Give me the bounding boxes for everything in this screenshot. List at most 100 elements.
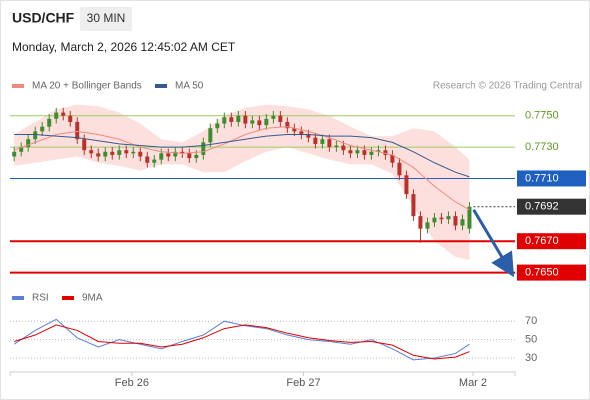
candle-body bbox=[19, 147, 24, 152]
candle-body bbox=[278, 115, 283, 122]
legend-label: MA 50 bbox=[175, 81, 204, 92]
candle-body bbox=[397, 162, 402, 176]
level-label: 0.7650 bbox=[525, 266, 559, 278]
candle-body bbox=[222, 117, 227, 124]
level-label-box bbox=[517, 198, 586, 215]
x-tick-label: Feb 27 bbox=[286, 377, 320, 389]
candle-body bbox=[117, 150, 122, 155]
level-label: 0.7730 bbox=[525, 141, 559, 153]
legend-swatch bbox=[155, 84, 167, 88]
level-label: 0.7692 bbox=[525, 201, 559, 213]
candle-body bbox=[299, 131, 304, 135]
candle-body bbox=[110, 151, 115, 155]
bollinger-band bbox=[14, 104, 470, 261]
candle-body bbox=[194, 154, 199, 159]
candle-body bbox=[306, 134, 311, 138]
timestamp: Monday, March 2, 2026 12:45:02 AM CET bbox=[12, 40, 236, 54]
candle-body bbox=[40, 126, 45, 132]
candle-body bbox=[243, 115, 248, 124]
x-tick-label: Feb 26 bbox=[115, 377, 149, 389]
candle-body bbox=[68, 115, 73, 122]
candle-body bbox=[341, 145, 346, 151]
candle-body bbox=[292, 128, 297, 132]
candle-body bbox=[82, 139, 87, 151]
credit: Research © 2026 Trading Central bbox=[433, 81, 582, 92]
candle-body bbox=[215, 123, 220, 129]
candle-body bbox=[432, 217, 437, 223]
candle-body bbox=[61, 112, 66, 116]
candle-body bbox=[229, 117, 234, 122]
candle-body bbox=[33, 131, 38, 140]
level-label: 0.7710 bbox=[525, 172, 559, 184]
indicator-line bbox=[13, 318, 470, 361]
candle-body bbox=[138, 151, 143, 157]
symbol: USD/CHF bbox=[12, 10, 75, 26]
candle-body bbox=[124, 150, 129, 154]
candle-body bbox=[166, 153, 171, 157]
candle-body bbox=[334, 145, 339, 148]
candle-body bbox=[369, 151, 374, 155]
level-label-box bbox=[517, 264, 586, 281]
candle-body bbox=[383, 150, 388, 155]
candle-body bbox=[313, 137, 318, 144]
candle-body bbox=[159, 153, 164, 160]
candle-body bbox=[271, 115, 276, 119]
candle-body bbox=[47, 118, 52, 127]
candle-body bbox=[404, 175, 409, 195]
candle-body bbox=[467, 206, 472, 229]
candle-body bbox=[26, 139, 31, 148]
candle-body bbox=[264, 118, 269, 126]
candle-body bbox=[285, 121, 290, 129]
y-tick-label: 50 bbox=[525, 334, 537, 346]
legend-label: MA 20 + Bollinger Bands bbox=[32, 81, 142, 92]
indicator-line bbox=[14, 324, 470, 360]
candle-body bbox=[103, 151, 108, 157]
candle-body bbox=[89, 150, 94, 154]
candle-body bbox=[418, 216, 423, 229]
candle-body bbox=[173, 151, 178, 157]
candle-body bbox=[208, 128, 213, 143]
candle-body bbox=[439, 217, 444, 220]
ma-line bbox=[14, 134, 470, 178]
candle-body bbox=[460, 219, 465, 226]
candle-body bbox=[131, 151, 136, 154]
candle-body bbox=[250, 120, 255, 124]
candle-body bbox=[201, 142, 206, 155]
candle-body bbox=[411, 194, 416, 217]
interval-button[interactable] bbox=[80, 7, 132, 31]
candle-body bbox=[362, 150, 367, 155]
candle-body bbox=[145, 156, 150, 163]
candle-body bbox=[152, 159, 157, 163]
legend-label: 9MA bbox=[82, 293, 103, 304]
candle-body bbox=[446, 216, 451, 220]
level-label-box bbox=[517, 170, 586, 187]
candle-body bbox=[96, 153, 101, 157]
level-label: 0.7670 bbox=[525, 235, 559, 247]
forecast-arrow bbox=[472, 209, 515, 278]
legend-swatch bbox=[12, 84, 24, 88]
candle-body bbox=[390, 154, 395, 163]
y-tick-label: 30 bbox=[525, 352, 537, 364]
legend-swatch bbox=[12, 296, 24, 300]
candle-body bbox=[327, 139, 332, 148]
candle-body bbox=[54, 112, 59, 119]
y-tick-label: 70 bbox=[525, 315, 537, 327]
candle-body bbox=[75, 121, 80, 140]
level-label-box bbox=[517, 233, 586, 250]
ma-line bbox=[14, 126, 470, 211]
candle-body bbox=[320, 139, 325, 144]
legend-label: RSI bbox=[32, 293, 49, 304]
candle-body bbox=[12, 151, 17, 157]
candle-body bbox=[180, 151, 185, 154]
x-tick-label: Mar 2 bbox=[459, 377, 487, 389]
candle-body bbox=[376, 150, 381, 152]
candle-body bbox=[425, 222, 430, 229]
candle-body bbox=[257, 120, 262, 126]
legend-swatch bbox=[62, 296, 74, 300]
interval-label[interactable]: 30 MIN bbox=[87, 11, 126, 25]
candle-body bbox=[236, 115, 241, 122]
candle-body bbox=[187, 153, 192, 159]
candle-body bbox=[348, 150, 353, 154]
